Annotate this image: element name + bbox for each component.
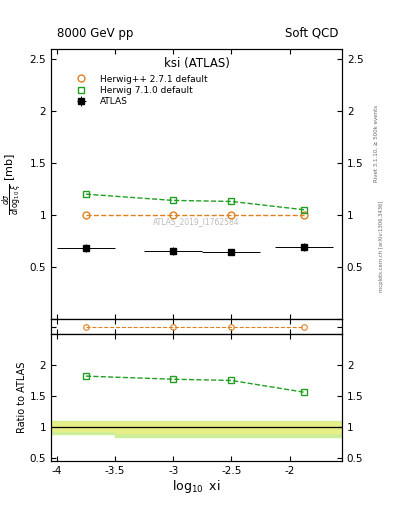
Line: Herwig 7.1.0 default: Herwig 7.1.0 default: [83, 190, 308, 213]
Herwig++ 2.7.1 default: [302, 212, 307, 218]
Herwig++ 2.7.1 default: [171, 212, 176, 218]
Legend: Herwig++ 2.7.1 default, Herwig 7.1.0 default, ATLAS: Herwig++ 2.7.1 default, Herwig 7.1.0 def…: [67, 72, 210, 109]
X-axis label: $\log_{10}\ \mathrm{xi}$: $\log_{10}\ \mathrm{xi}$: [172, 478, 221, 496]
Text: Soft QCD: Soft QCD: [285, 27, 339, 40]
Y-axis label: $\frac{d\sigma}{d\log_{10}\xi}\ \mathrm{[mb]}$: $\frac{d\sigma}{d\log_{10}\xi}\ \mathrm{…: [1, 153, 26, 215]
Text: Rivet 3.1.10, ≥ 500k events: Rivet 3.1.10, ≥ 500k events: [374, 105, 378, 182]
Herwig 7.1.0 default: [302, 207, 307, 213]
Text: ATLAS_2019_I1762584: ATLAS_2019_I1762584: [153, 217, 240, 226]
Text: 8000 GeV pp: 8000 GeV pp: [57, 27, 133, 40]
Herwig++ 2.7.1 default: [229, 212, 234, 218]
Herwig 7.1.0 default: [171, 197, 176, 203]
Herwig 7.1.0 default: [84, 191, 88, 197]
Text: ksi (ATLAS): ksi (ATLAS): [163, 57, 230, 70]
Herwig++ 2.7.1 default: [84, 212, 88, 218]
Herwig 7.1.0 default: [229, 198, 234, 204]
Line: Herwig++ 2.7.1 default: Herwig++ 2.7.1 default: [83, 211, 308, 219]
Y-axis label: Ratio to ATLAS: Ratio to ATLAS: [17, 362, 27, 433]
Text: mcplots.cern.ch [arXiv:1306.3436]: mcplots.cern.ch [arXiv:1306.3436]: [380, 200, 384, 291]
